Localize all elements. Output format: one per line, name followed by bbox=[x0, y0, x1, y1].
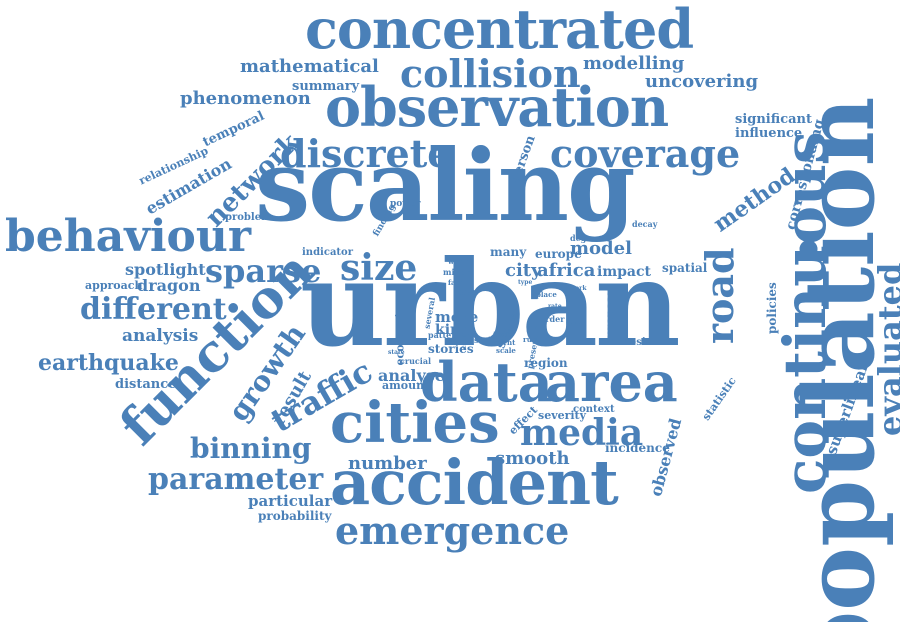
word-work: work bbox=[570, 285, 587, 292]
word-distance: distance bbox=[115, 377, 177, 392]
word-statistic: statistic bbox=[699, 374, 739, 423]
word-policies: policies bbox=[765, 282, 779, 334]
word-amount: amount bbox=[382, 379, 430, 392]
word-behaviour: behaviour bbox=[5, 211, 252, 262]
word-city: city bbox=[505, 260, 542, 281]
word-evaluated: evaluated bbox=[871, 262, 900, 436]
word-modelling: modelling bbox=[583, 53, 685, 74]
word-approach: approach bbox=[85, 279, 143, 292]
word-model: model bbox=[570, 238, 632, 259]
word-cities: cities bbox=[330, 390, 500, 456]
word-order: order bbox=[540, 314, 565, 324]
word-concentrated: concentrated bbox=[305, 0, 694, 61]
word-spotlight: spotlight bbox=[125, 260, 206, 279]
word-indicator: indicator bbox=[302, 247, 353, 258]
word-road: road bbox=[697, 247, 742, 344]
word-fatal: fatal bbox=[448, 278, 466, 287]
word-parameter: parameter bbox=[148, 462, 324, 497]
word-europe: europe bbox=[535, 247, 582, 261]
word-more: more bbox=[435, 308, 479, 326]
word-level: level bbox=[527, 324, 543, 331]
word-incidence: incidence bbox=[605, 441, 670, 455]
word-scaling: scaling bbox=[255, 129, 636, 244]
word-state: state bbox=[388, 349, 405, 356]
word-crucial: crucial bbox=[400, 356, 432, 366]
word-sparse: sparse bbox=[205, 252, 322, 290]
word-observation: observation bbox=[325, 75, 669, 139]
word-severity: severity bbox=[538, 409, 587, 422]
word-analysis: analysis bbox=[122, 326, 199, 346]
word-spatial: spatial bbox=[662, 261, 708, 275]
word-area: area bbox=[545, 350, 678, 414]
word-urban: urban bbox=[300, 234, 681, 373]
word-power: power bbox=[390, 199, 421, 209]
word-type: type bbox=[518, 279, 533, 286]
word-world: world bbox=[448, 257, 470, 266]
word-thesis: thesis bbox=[618, 337, 652, 348]
word-rate: rate bbox=[548, 303, 562, 310]
word-collision: collision bbox=[400, 51, 581, 96]
word-size: size bbox=[340, 247, 418, 289]
word-serious: serious bbox=[474, 335, 507, 345]
word-extent: extent bbox=[537, 281, 562, 290]
word-uncovering: uncovering bbox=[645, 71, 759, 92]
word-issue: issue bbox=[493, 330, 514, 339]
word-binning: binning bbox=[190, 432, 312, 465]
word-king: king bbox=[435, 322, 470, 338]
word-significant: significant bbox=[735, 112, 812, 127]
word-emergence: emergence bbox=[335, 508, 570, 553]
word-place: place bbox=[536, 290, 557, 299]
word-discrete: discrete bbox=[280, 131, 452, 176]
word-rural: rural bbox=[523, 335, 543, 344]
word-problem: problem bbox=[225, 212, 272, 223]
word-media: media bbox=[520, 412, 644, 454]
word-case: case bbox=[461, 334, 468, 349]
word-region: region bbox=[524, 356, 568, 370]
word-summary: summary bbox=[292, 79, 360, 94]
word-different: different bbox=[80, 292, 227, 327]
word-pattern: pattern bbox=[428, 330, 462, 340]
word-number: number bbox=[348, 453, 427, 474]
word-influence: influence bbox=[735, 126, 803, 141]
word-accident: accident bbox=[330, 446, 619, 519]
word-analyse: analyse bbox=[378, 366, 445, 385]
word-data: data bbox=[420, 350, 553, 414]
word-coverage: coverage bbox=[550, 131, 741, 176]
word-many: many bbox=[490, 245, 527, 259]
word-earthquake: earthquake bbox=[38, 350, 179, 376]
word-degree: degree bbox=[570, 233, 601, 243]
word-phenomenon: phenomenon bbox=[180, 88, 311, 109]
word-dragon: dragon bbox=[137, 276, 201, 295]
word-term: term bbox=[566, 321, 583, 328]
word-event: event bbox=[494, 338, 516, 347]
word-probability: probability bbox=[258, 509, 332, 523]
word-scale: scale bbox=[496, 346, 516, 355]
word-stories: stories bbox=[428, 342, 474, 356]
word-africa: africa bbox=[537, 260, 596, 281]
word-mathematical: mathematical bbox=[240, 56, 379, 77]
word-impact: impact bbox=[597, 264, 651, 280]
word-smooth: smooth bbox=[495, 448, 570, 469]
word-context: context bbox=[573, 404, 615, 415]
word-european: european bbox=[603, 287, 617, 346]
word-particular: particular bbox=[248, 492, 333, 510]
word-decay: decay bbox=[632, 219, 658, 229]
word-minor: minor bbox=[443, 267, 470, 277]
word-kind: kind bbox=[460, 290, 475, 297]
